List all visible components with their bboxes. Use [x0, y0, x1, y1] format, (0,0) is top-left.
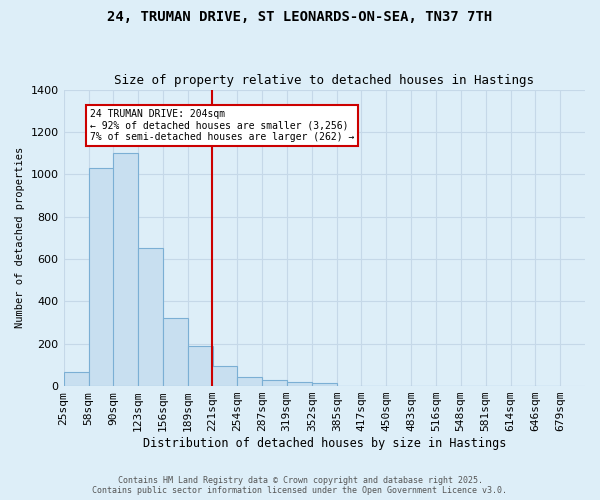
X-axis label: Distribution of detached houses by size in Hastings: Distribution of detached houses by size … [143, 437, 506, 450]
Text: Contains HM Land Registry data © Crown copyright and database right 2025.
Contai: Contains HM Land Registry data © Crown c… [92, 476, 508, 495]
Text: 24 TRUMAN DRIVE: 204sqm
← 92% of detached houses are smaller (3,256)
7% of semi-: 24 TRUMAN DRIVE: 204sqm ← 92% of detache… [90, 108, 355, 142]
Text: 24, TRUMAN DRIVE, ST LEONARDS-ON-SEA, TN37 7TH: 24, TRUMAN DRIVE, ST LEONARDS-ON-SEA, TN… [107, 10, 493, 24]
Y-axis label: Number of detached properties: Number of detached properties [15, 147, 25, 328]
Bar [238, 376, 262, 386]
Bar [163, 318, 188, 386]
Bar [64, 372, 89, 386]
Bar [89, 168, 113, 386]
Title: Size of property relative to detached houses in Hastings: Size of property relative to detached ho… [114, 74, 534, 87]
Bar [113, 153, 138, 386]
Bar [312, 383, 337, 386]
Bar [262, 380, 287, 386]
Bar [287, 382, 312, 386]
Bar [138, 248, 163, 386]
Bar [212, 366, 238, 386]
Bar [188, 346, 213, 386]
